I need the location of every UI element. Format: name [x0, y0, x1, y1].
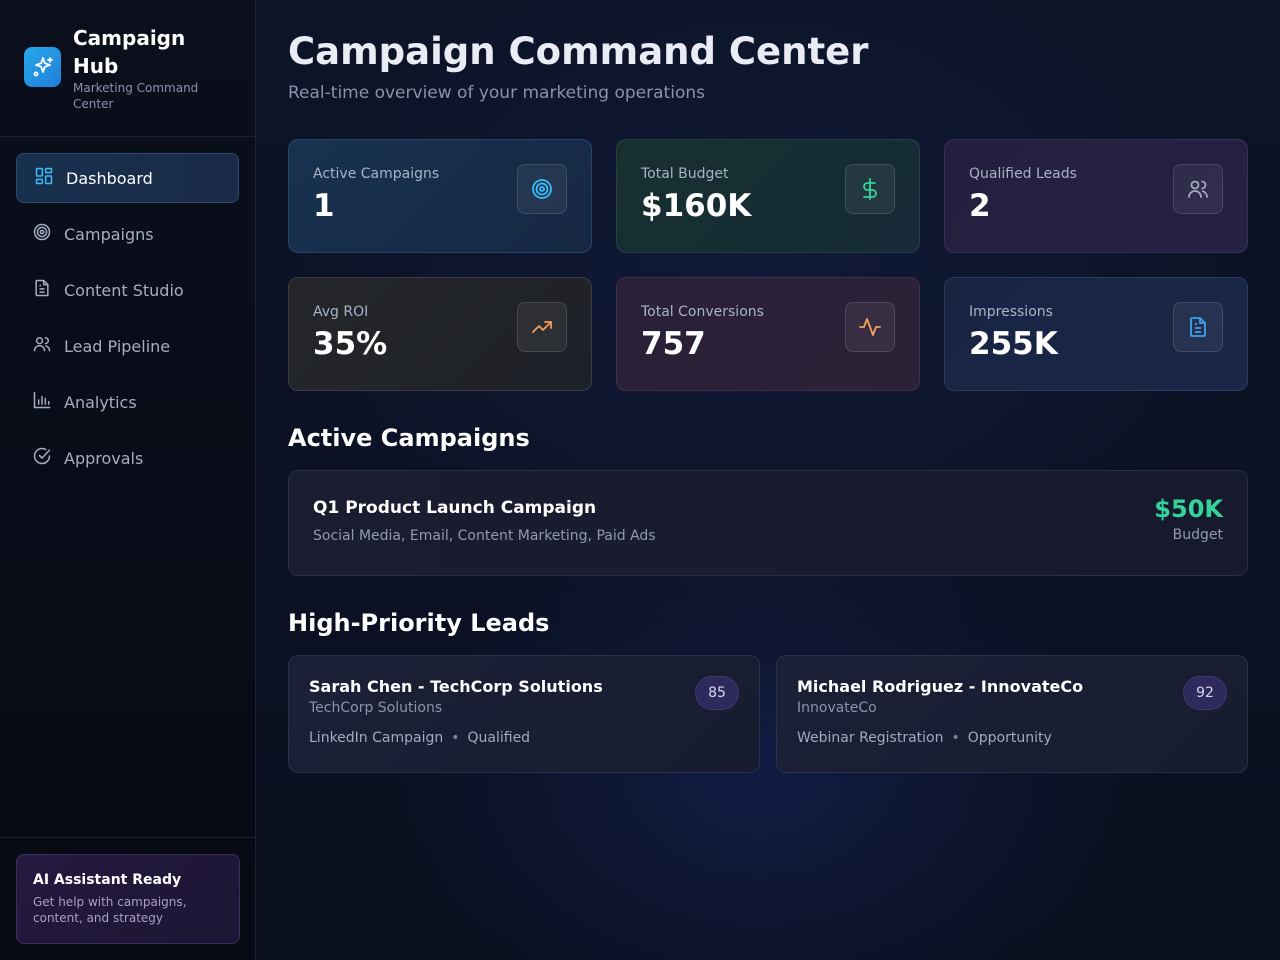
users-icon — [1173, 164, 1223, 214]
ai-assistant-card[interactable]: AI Assistant Ready Get help with campaig… — [16, 854, 240, 944]
stat-label: Active Campaigns — [313, 166, 440, 182]
document-icon — [32, 278, 52, 302]
stat-label: Qualified Leads — [969, 166, 1077, 182]
lead-meta: Webinar Registration • Opportunity — [797, 730, 1227, 746]
brand-subtitle: Marketing Command Center — [73, 81, 199, 111]
campaign-name: Q1 Product Launch Campaign — [313, 498, 597, 518]
sidebar-item-analytics[interactable]: Analytics — [16, 377, 239, 427]
lead-status: Opportunity — [967, 730, 1052, 746]
lead-source: LinkedIn Campaign — [309, 730, 444, 746]
lead-status: Qualified — [467, 730, 531, 746]
lead-score-badge: 85 — [695, 676, 739, 710]
lead-meta: LinkedIn Campaign • Qualified — [309, 730, 739, 746]
sidebar-item-label: Lead Pipeline — [64, 336, 171, 356]
dollar-icon — [845, 164, 895, 214]
sidebar-item-label: Content Studio — [64, 280, 184, 300]
stats-grid: Active Campaigns 1 Total Budget $160K Qu… — [288, 139, 1248, 391]
target-icon — [517, 164, 567, 214]
sidebar-item-lead-pipeline[interactable]: Lead Pipeline — [16, 321, 239, 371]
stat-value: 35% — [313, 326, 388, 362]
stat-card-total-budget: Total Budget $160K — [616, 139, 920, 253]
stat-value: 255K — [969, 326, 1058, 362]
stat-card-avg-roi: Avg ROI 35% — [288, 277, 592, 391]
stat-value: 757 — [641, 326, 706, 362]
stat-card-qualified-leads: Qualified Leads 2 — [944, 139, 1248, 253]
stat-card-impressions: Impressions 255K — [944, 277, 1248, 391]
sidebar: Campaign Hub Marketing Command Center Da… — [0, 0, 256, 960]
stat-value: $160K — [641, 188, 752, 224]
campaign-channels: Social Media, Email, Content Marketing, … — [313, 528, 656, 544]
leads-list: Sarah Chen - TechCorp Solutions TechCorp… — [288, 655, 1248, 773]
sidebar-item-approvals[interactable]: Approvals — [16, 433, 239, 483]
main-content: Campaign Command Center Real-time overvi… — [288, 0, 1248, 773]
sidebar-item-content-studio[interactable]: Content Studio — [16, 265, 239, 315]
lead-card[interactable]: Sarah Chen - TechCorp Solutions TechCorp… — [288, 655, 760, 773]
lead-card[interactable]: Michael Rodriguez - InnovateCo InnovateC… — [776, 655, 1248, 773]
bar-chart-icon — [32, 390, 52, 414]
sidebar-item-label: Analytics — [64, 392, 137, 412]
stat-label: Impressions — [969, 304, 1053, 320]
lead-source: Webinar Registration — [797, 730, 944, 746]
lead-name: Sarah Chen - TechCorp Solutions — [309, 677, 603, 696]
campaign-budget: $50K Budget — [1154, 495, 1223, 543]
trending-up-icon — [517, 302, 567, 352]
lead-name: Michael Rodriguez - InnovateCo — [797, 677, 1084, 696]
sidebar-item-label: Dashboard — [66, 168, 153, 188]
stat-card-active-campaigns: Active Campaigns 1 — [288, 139, 592, 253]
stat-label: Total Conversions — [641, 304, 764, 320]
lead-company: InnovateCo — [797, 700, 877, 716]
lead-score-badge: 92 — [1183, 676, 1227, 710]
page-subtitle: Real-time overview of your marketing ope… — [288, 83, 705, 103]
sidebar-item-dashboard[interactable]: Dashboard — [16, 153, 239, 203]
section-title-active-campaigns: Active Campaigns — [288, 424, 530, 452]
campaign-card[interactable]: Q1 Product Launch Campaign Social Media,… — [288, 470, 1248, 576]
check-circle-icon — [32, 446, 52, 470]
campaign-budget-value: $50K — [1154, 495, 1223, 523]
users-icon — [32, 334, 52, 358]
sidebar-nav: Dashboard Campaigns Content Studio — [0, 137, 255, 505]
activity-icon — [845, 302, 895, 352]
sidebar-item-label: Campaigns — [64, 224, 154, 244]
sparkles-icon — [24, 47, 61, 87]
stat-value: 1 — [313, 188, 335, 224]
brand-title: Campaign Hub — [73, 26, 186, 78]
stat-card-total-conversions: Total Conversions 757 — [616, 277, 920, 391]
separator: • — [951, 730, 960, 746]
ai-assistant-description: Get help with campaigns, content, and st… — [33, 895, 187, 925]
lead-company: TechCorp Solutions — [309, 700, 443, 716]
page-title: Campaign Command Center — [288, 30, 869, 73]
target-icon — [32, 222, 52, 246]
sidebar-item-campaigns[interactable]: Campaigns — [16, 209, 239, 259]
stat-label: Avg ROI — [313, 304, 369, 320]
ai-assistant-title: AI Assistant Ready — [33, 872, 182, 888]
dashboard-icon — [34, 166, 54, 190]
section-title-high-priority-leads: High-Priority Leads — [288, 609, 550, 637]
document-icon — [1173, 302, 1223, 352]
separator: • — [451, 730, 460, 746]
sidebar-footer: AI Assistant Ready Get help with campaig… — [0, 837, 256, 960]
brand: Campaign Hub Marketing Command Center — [0, 0, 255, 137]
stat-value: 2 — [969, 188, 991, 224]
campaign-budget-label: Budget — [1172, 527, 1223, 543]
sidebar-item-label: Approvals — [64, 448, 144, 468]
stat-label: Total Budget — [641, 166, 729, 182]
